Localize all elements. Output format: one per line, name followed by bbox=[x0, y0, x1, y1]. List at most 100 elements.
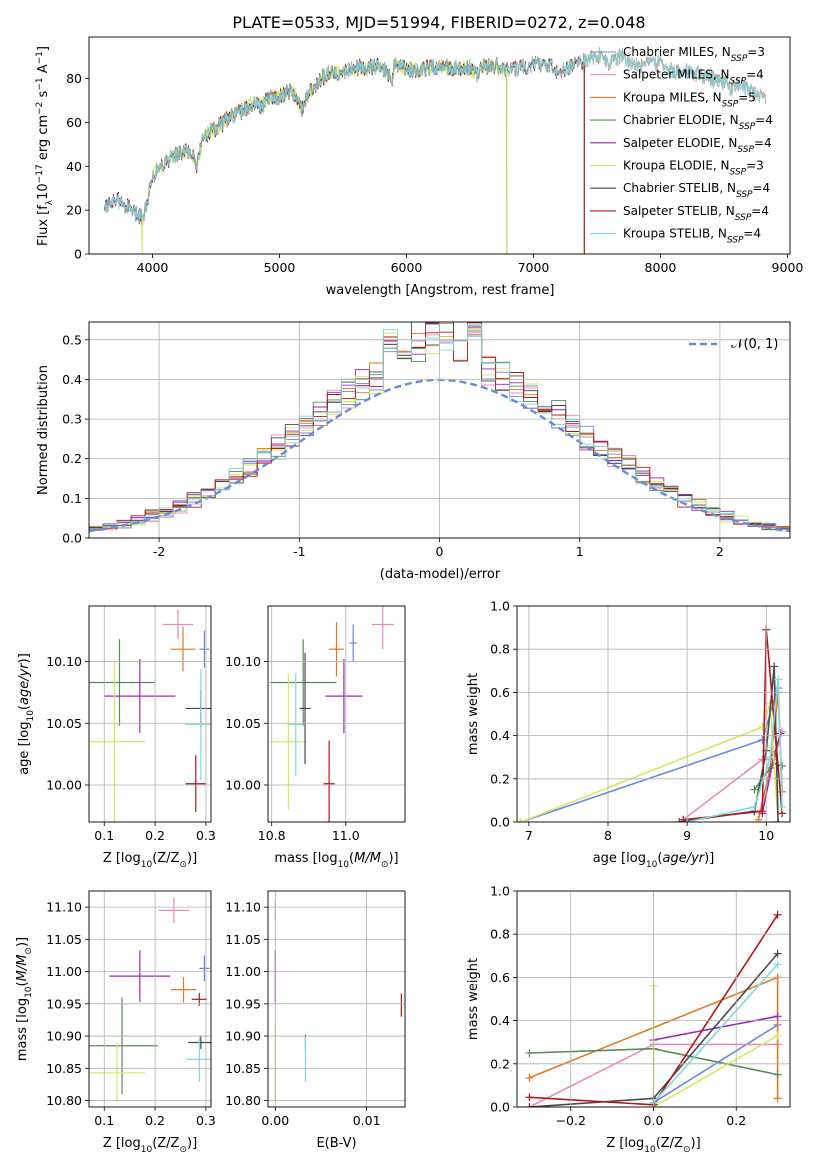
weight-line bbox=[652, 986, 778, 1107]
legend-label: Chabrier MILES, NSSP=3 bbox=[623, 45, 765, 64]
x-tick-label: 9000 bbox=[772, 260, 804, 275]
legend-label: Kroupa STELIB, NSSP=4 bbox=[623, 227, 761, 246]
x-tick-label: 4000 bbox=[137, 260, 169, 275]
weight-line bbox=[520, 687, 779, 822]
panels: 4000 5000 6000 7000 8000 9000020406080wavelen… bbox=[15, 36, 804, 1155]
plot-area bbox=[517, 625, 787, 822]
legend-label: Kroupa ELODIE, NSSP=3 bbox=[623, 159, 764, 178]
y-tick-label: 10.10 bbox=[46, 654, 82, 669]
x-tick-label: 0.2 bbox=[726, 1113, 746, 1128]
spectrum-line bbox=[103, 58, 508, 254]
x-tick-label: 6000 bbox=[391, 260, 423, 275]
y-tick-label: 0.3 bbox=[62, 412, 82, 427]
y-tick-label: 0.2 bbox=[490, 771, 510, 786]
y-tick-label: 10.90 bbox=[46, 1029, 82, 1044]
panel-mass_weight_vs_Z: −0.2 0.0 0.2 0.0 0.2 0.4 0.6 0.8 1.0 Z [log10(Z/Z… bbox=[466, 884, 791, 1155]
legend-label: Salpeter MILES, NSSP=4 bbox=[623, 68, 764, 87]
y-tick-label: 0.5 bbox=[62, 332, 82, 347]
legend-label: Chabrier STELIB, NSSP=4 bbox=[623, 181, 770, 200]
x-tick-label: 8 bbox=[604, 828, 612, 843]
y-tick-label: 0.1 bbox=[62, 491, 82, 506]
weight-line bbox=[652, 963, 779, 1104]
x-tick-label: 0.2 bbox=[145, 828, 165, 843]
y-tick-label: 0.4 bbox=[490, 1013, 510, 1028]
spectrum-line bbox=[103, 57, 508, 254]
y-tick-label: 0.2 bbox=[490, 1056, 510, 1071]
x-tick-label: 0.3 bbox=[196, 828, 216, 843]
y-tick-label: 10.95 bbox=[46, 996, 82, 1011]
x-axis-label: age [log10(age/yr)] bbox=[593, 851, 715, 870]
y-tick-label: 0.8 bbox=[490, 642, 510, 657]
y-tick-label: 40 bbox=[66, 159, 82, 174]
x-axis-label: Z [log10(Z/Z⊙)] bbox=[606, 1136, 700, 1155]
x-tick-label: 10 bbox=[758, 828, 774, 843]
axes-frame bbox=[88, 321, 791, 539]
y-tick-label: 80 bbox=[66, 71, 82, 86]
plot-area bbox=[103, 47, 766, 254]
y-tick-label: 0.6 bbox=[490, 685, 510, 700]
y-tick-label: 10.05 bbox=[225, 716, 261, 731]
y-tick-label: 11.00 bbox=[225, 964, 261, 979]
y-tick-label: 1.0 bbox=[490, 599, 510, 614]
axes-frame bbox=[88, 605, 212, 823]
x-tick-label: 1 bbox=[576, 544, 584, 559]
spectrum-line bbox=[140, 57, 508, 254]
y-tick-label: 10.85 bbox=[46, 1061, 82, 1076]
y-tick-label: 0.4 bbox=[490, 728, 510, 743]
x-tick-label: 8000 bbox=[645, 260, 677, 275]
plot-area bbox=[269, 606, 394, 822]
x-tick-label: 0.1 bbox=[94, 828, 114, 843]
x-tick-label: -2 bbox=[153, 544, 165, 559]
x-axis-label: wavelength [Angstrom, rest frame] bbox=[326, 283, 555, 298]
axes-frame bbox=[267, 605, 406, 823]
y-tick-label: 11.05 bbox=[225, 932, 261, 947]
x-tick-label: 0 bbox=[436, 544, 444, 559]
x-tick-label: 0.2 bbox=[145, 1113, 165, 1128]
x-tick-label: 7 bbox=[525, 828, 533, 843]
axes-frame bbox=[516, 605, 791, 823]
x-tick-label: -1 bbox=[293, 544, 305, 559]
panel-residuals: -2 -1 0 1 2 0.0 0.1 0.2 0.3 0.4 0.5 (data-model)/er… bbox=[36, 321, 791, 582]
y-tick-label: 0.0 bbox=[490, 1100, 510, 1115]
y-tick-label: 10.80 bbox=[225, 1093, 261, 1108]
panel-mass_weight_vs_age: 7 8 9 10 0.0 0.2 0.4 0.6 0.8 1.0 age [log10(age/yr… bbox=[466, 599, 791, 870]
y-tick-label: 10.85 bbox=[225, 1061, 261, 1076]
x-tick-label: 5000 bbox=[264, 260, 296, 275]
y-tick-label: 0 bbox=[74, 247, 82, 262]
axes-frame bbox=[88, 890, 212, 1108]
legend-label: Chabrier ELODIE, NSSP=4 bbox=[623, 113, 773, 132]
y-tick-label: 0.8 bbox=[490, 927, 510, 942]
y-tick-label: 0.6 bbox=[490, 970, 510, 985]
y-axis-label: Flux [fλ10−17 erg cm−2 s−1 A−1] bbox=[35, 46, 55, 246]
y-tick-label: 0.0 bbox=[62, 531, 82, 546]
x-tick-label: 7000 bbox=[518, 260, 550, 275]
panel-mass_vs_Z: 0.1 0.2 0.3 10.80 10.85 10.90 10.95 11.00 11.05 1… bbox=[15, 890, 216, 1155]
y-tick-label: 11.10 bbox=[225, 900, 261, 915]
x-tick-label: 0.0 bbox=[644, 1113, 664, 1128]
y-tick-label: 11.10 bbox=[46, 900, 82, 915]
y-tick-label: 1.0 bbox=[490, 884, 510, 899]
y-tick-label: 0.4 bbox=[62, 372, 82, 387]
x-axis-label: mass [log10(M/M⊙)] bbox=[274, 851, 398, 870]
x-axis-label: Z [log10(Z/Z⊙)] bbox=[103, 851, 197, 870]
x-tick-label: 0.1 bbox=[94, 1113, 114, 1128]
weight-line bbox=[682, 731, 783, 821]
axes-frame bbox=[516, 890, 791, 1108]
figure-title: PLATE=0533, MJD=51994, FIBERID=0272, z=0… bbox=[232, 13, 645, 32]
x-tick-label: 10.8 bbox=[258, 828, 286, 843]
y-tick-label: 60 bbox=[66, 115, 82, 130]
y-axis-label: mass [log10(M/M⊙)] bbox=[15, 937, 34, 1061]
weight-line bbox=[520, 702, 779, 822]
x-tick-label: 2 bbox=[716, 544, 724, 559]
panel-age_vs_Z: 0.1 0.2 0.3 10.00 10.05 10.10 Z [log10(Z/Z⊙)] a… bbox=[17, 605, 216, 870]
y-axis-label: mass weight bbox=[466, 673, 481, 755]
y-tick-label: 0.0 bbox=[490, 815, 510, 830]
y-tick-label: 10.80 bbox=[46, 1093, 82, 1108]
x-tick-label: −0.2 bbox=[556, 1113, 586, 1128]
y-tick-label: 11.05 bbox=[46, 932, 82, 947]
y-tick-label: 11.00 bbox=[46, 964, 82, 979]
y-axis-label: mass weight bbox=[466, 958, 481, 1040]
legend-label: Salpeter STELIB, NSSP=4 bbox=[623, 204, 769, 223]
x-tick-label: 11.0 bbox=[332, 828, 360, 843]
